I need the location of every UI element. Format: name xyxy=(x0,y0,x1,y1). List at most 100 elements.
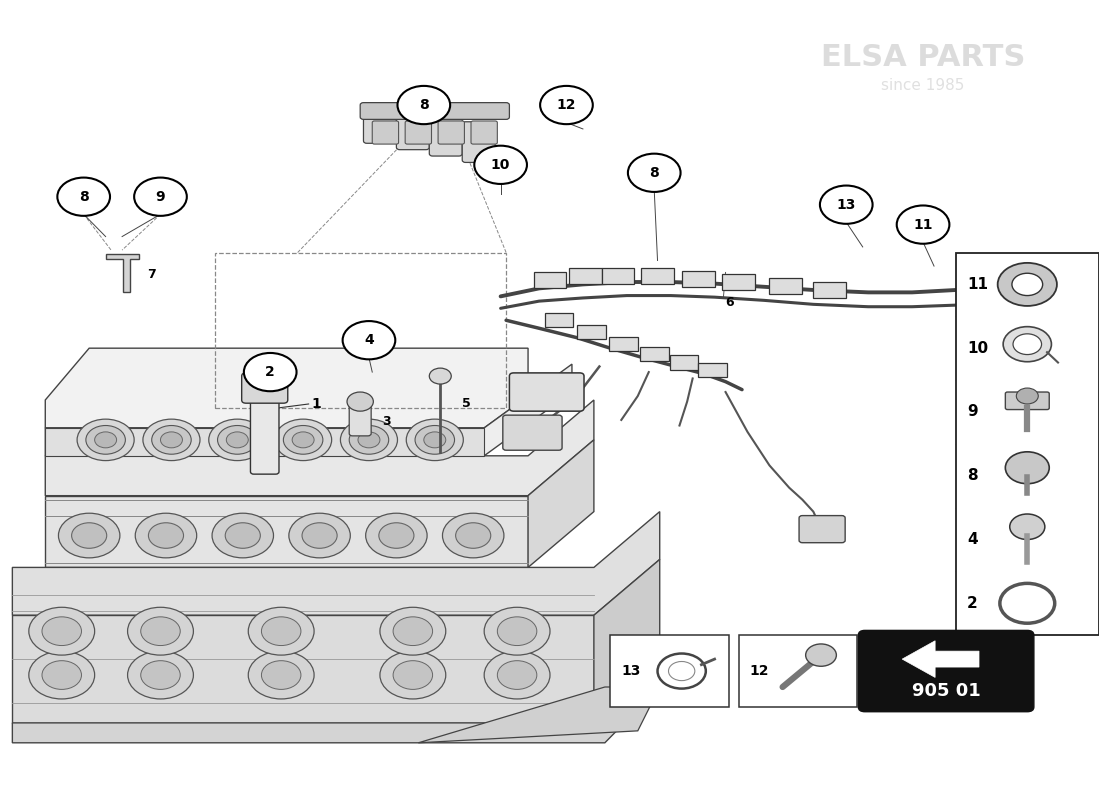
Text: 1: 1 xyxy=(312,397,321,411)
Circle shape xyxy=(161,432,183,448)
Text: 12: 12 xyxy=(750,664,769,678)
Bar xyxy=(609,337,638,351)
Circle shape xyxy=(455,522,491,548)
Text: 9: 9 xyxy=(967,405,978,419)
Circle shape xyxy=(148,522,184,548)
Circle shape xyxy=(212,514,274,558)
Circle shape xyxy=(141,661,180,690)
FancyBboxPatch shape xyxy=(858,630,1034,712)
Bar xyxy=(602,269,635,285)
Circle shape xyxy=(540,86,593,124)
Circle shape xyxy=(346,392,373,411)
Bar xyxy=(739,635,857,707)
Text: 3: 3 xyxy=(382,415,390,428)
Circle shape xyxy=(805,644,836,666)
Polygon shape xyxy=(45,428,484,456)
FancyBboxPatch shape xyxy=(372,121,398,144)
Polygon shape xyxy=(45,496,528,567)
Bar xyxy=(578,325,606,339)
Circle shape xyxy=(628,154,681,192)
Text: ELSA PARTS: ELSA PARTS xyxy=(85,368,510,559)
Bar xyxy=(610,635,729,707)
Circle shape xyxy=(218,426,257,454)
Circle shape xyxy=(342,321,395,359)
Circle shape xyxy=(365,514,427,558)
Circle shape xyxy=(244,353,297,391)
Bar xyxy=(534,273,566,288)
Circle shape xyxy=(152,426,191,454)
Circle shape xyxy=(358,432,379,448)
Circle shape xyxy=(227,432,249,448)
Circle shape xyxy=(275,419,332,461)
FancyBboxPatch shape xyxy=(972,261,1055,328)
Text: 905 01: 905 01 xyxy=(912,682,980,700)
FancyBboxPatch shape xyxy=(242,373,288,403)
Circle shape xyxy=(29,651,95,699)
Polygon shape xyxy=(418,687,660,743)
Text: 2: 2 xyxy=(265,365,275,379)
FancyBboxPatch shape xyxy=(405,121,431,144)
Circle shape xyxy=(248,357,283,382)
Bar xyxy=(769,278,802,294)
Text: 11: 11 xyxy=(967,277,988,292)
Circle shape xyxy=(1013,334,1042,354)
Circle shape xyxy=(86,426,125,454)
Circle shape xyxy=(349,426,388,454)
Polygon shape xyxy=(12,615,594,723)
Circle shape xyxy=(1003,326,1052,362)
Circle shape xyxy=(249,651,315,699)
Circle shape xyxy=(249,607,315,655)
Circle shape xyxy=(42,617,81,646)
Circle shape xyxy=(143,419,200,461)
Circle shape xyxy=(474,146,527,184)
Circle shape xyxy=(415,426,454,454)
Circle shape xyxy=(141,617,180,646)
Text: 13: 13 xyxy=(837,198,856,212)
Circle shape xyxy=(58,514,120,558)
FancyBboxPatch shape xyxy=(251,398,279,474)
Circle shape xyxy=(128,651,194,699)
Polygon shape xyxy=(528,440,594,567)
Circle shape xyxy=(29,607,95,655)
Polygon shape xyxy=(45,400,594,496)
Text: 7: 7 xyxy=(147,267,156,281)
Circle shape xyxy=(135,514,197,558)
Text: 10: 10 xyxy=(967,341,988,356)
FancyBboxPatch shape xyxy=(360,102,509,119)
Bar xyxy=(216,253,506,408)
Text: since 1985: since 1985 xyxy=(881,78,965,93)
Circle shape xyxy=(429,368,451,384)
Bar xyxy=(813,282,846,298)
Circle shape xyxy=(393,617,432,646)
Text: 4: 4 xyxy=(364,334,374,347)
Text: 12: 12 xyxy=(557,98,576,112)
FancyBboxPatch shape xyxy=(396,109,429,150)
Circle shape xyxy=(1005,452,1049,484)
Circle shape xyxy=(1000,583,1055,623)
Circle shape xyxy=(378,522,414,548)
Circle shape xyxy=(262,617,301,646)
Circle shape xyxy=(302,522,337,548)
Polygon shape xyxy=(902,641,979,678)
Polygon shape xyxy=(45,348,528,428)
FancyBboxPatch shape xyxy=(349,399,371,436)
FancyBboxPatch shape xyxy=(471,121,497,144)
Text: 5: 5 xyxy=(462,398,471,410)
FancyBboxPatch shape xyxy=(429,115,462,156)
Bar xyxy=(670,355,698,370)
Circle shape xyxy=(1010,514,1045,539)
Circle shape xyxy=(820,186,872,224)
Text: 9: 9 xyxy=(156,190,165,204)
Circle shape xyxy=(95,432,117,448)
FancyBboxPatch shape xyxy=(438,121,464,144)
Polygon shape xyxy=(45,364,572,456)
Text: 11: 11 xyxy=(913,218,933,232)
Circle shape xyxy=(484,651,550,699)
Circle shape xyxy=(998,263,1057,306)
Bar xyxy=(956,253,1099,635)
Polygon shape xyxy=(594,559,660,723)
Circle shape xyxy=(379,651,446,699)
Polygon shape xyxy=(12,512,660,615)
Text: 8: 8 xyxy=(419,98,429,112)
Circle shape xyxy=(379,607,446,655)
